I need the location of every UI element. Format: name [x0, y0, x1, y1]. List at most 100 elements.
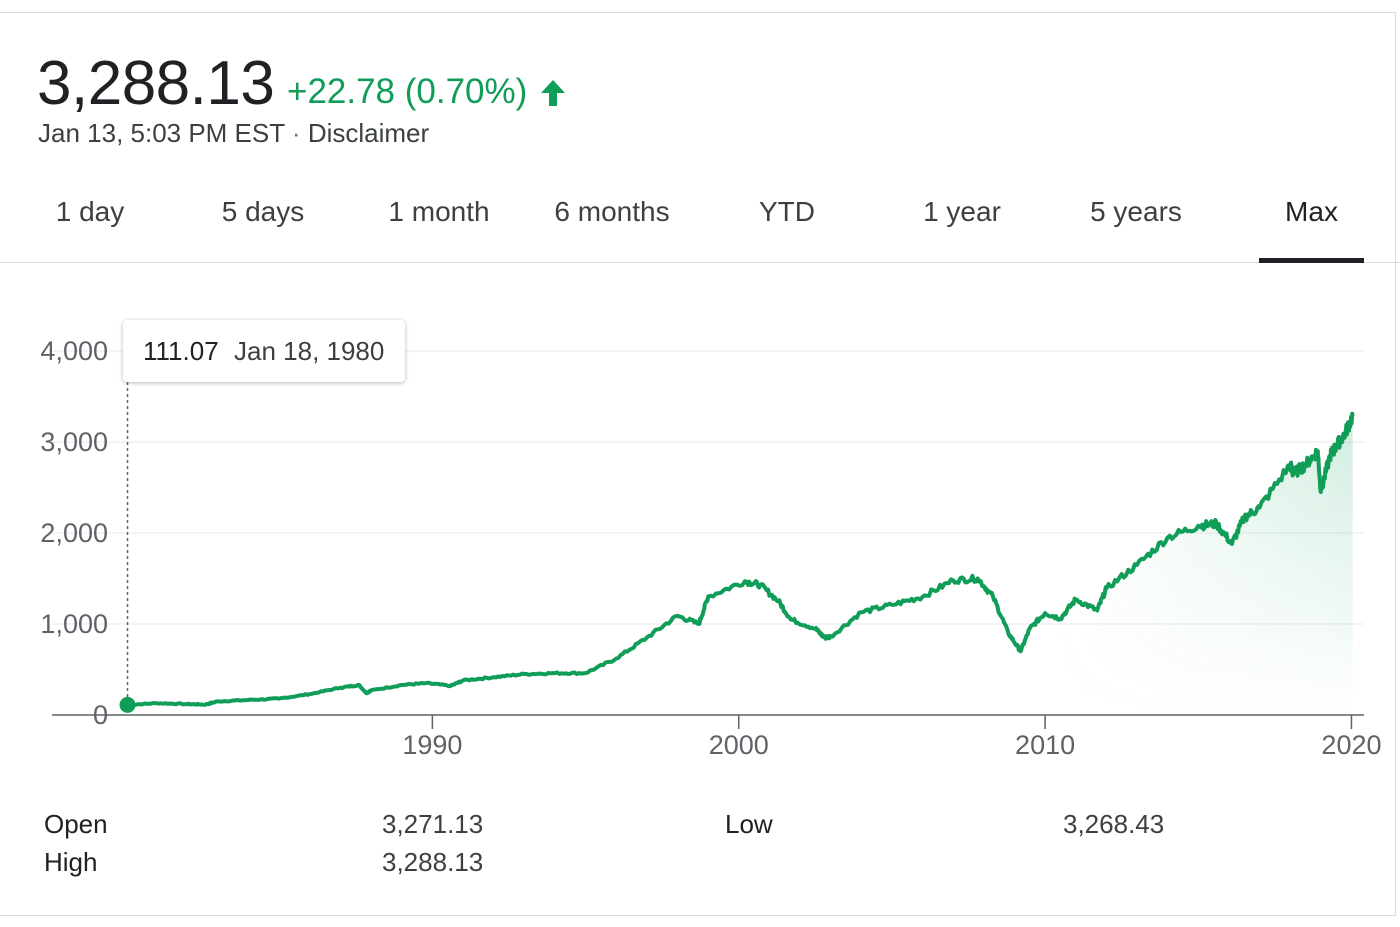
data-point: [400, 683, 404, 687]
stock-card: [0, 12, 1396, 916]
data-point: [1242, 516, 1246, 520]
low-label: Low: [725, 809, 773, 839]
tab-1-year[interactable]: 1 year: [923, 196, 1001, 227]
quote-timestamp: Jan 13, 5:03 PM EST: [38, 118, 285, 148]
data-point: [522, 672, 526, 676]
data-point: [991, 595, 995, 599]
tooltip-value: 111.07: [143, 336, 219, 366]
data-point: [553, 671, 557, 675]
disclaimer-link[interactable]: Disclaimer: [307, 118, 430, 148]
tab-1-month[interactable]: 1 month: [388, 196, 490, 227]
meta-separator: ·: [291, 118, 301, 148]
data-point: [1215, 522, 1219, 526]
y-axis: 0 1,000 2,000 3,000 4,000: [40, 336, 108, 730]
data-point: [584, 671, 588, 675]
data-point: [1319, 490, 1323, 494]
data-point: [758, 583, 762, 587]
data-point: [492, 675, 496, 679]
y-tick-label: 4,000: [40, 336, 108, 366]
data-point: [697, 622, 701, 626]
data-point: [921, 595, 925, 599]
high-label: High: [44, 847, 98, 877]
data-point: [743, 579, 747, 583]
tab-5-years[interactable]: 5 years: [1090, 196, 1182, 227]
data-point: [185, 702, 189, 706]
data-point: [204, 703, 208, 707]
data-point: [1166, 536, 1170, 540]
data-point: [1343, 431, 1347, 435]
data-point: [1328, 454, 1332, 458]
data-point: [449, 684, 453, 688]
data-point: [976, 577, 980, 581]
hover-point: [119, 696, 136, 713]
data-point: [706, 595, 710, 599]
tab-1-day[interactable]: 1 day: [55, 196, 125, 227]
data-point: [675, 614, 679, 618]
data-point: [1006, 631, 1010, 635]
data-point: [1095, 608, 1099, 612]
chart-tooltip: 111.07 Jan 18, 1980: [123, 320, 405, 382]
data-point: [859, 610, 863, 614]
data-point: [1291, 472, 1295, 476]
data-point: [951, 578, 955, 582]
y-tick-label: 3,000: [40, 427, 108, 457]
data-point: [614, 657, 618, 661]
data-point: [461, 678, 465, 682]
tab-ytd[interactable]: YTD: [759, 196, 815, 227]
open-value: 3,271.13: [382, 809, 484, 839]
active-tab-indicator: [1259, 258, 1364, 263]
x-tick-label: 2020: [1321, 730, 1381, 760]
data-point: [155, 701, 159, 705]
data-point: [338, 686, 342, 690]
y-tick-label: 0: [93, 700, 108, 730]
y-tick-label: 2,000: [40, 518, 108, 548]
tab-max[interactable]: Max: [1285, 196, 1338, 227]
data-point: [645, 636, 649, 640]
price-change: +22.78 (0.70%): [287, 72, 528, 111]
tab-6-months[interactable]: 6 months: [554, 196, 670, 227]
tab-5-days[interactable]: 5 days: [221, 196, 305, 227]
data-point: [1019, 649, 1023, 653]
chart-area-fill: [127, 413, 1353, 715]
arrow-up-icon: [541, 80, 565, 106]
data-point: [1196, 524, 1200, 528]
data-point: [890, 603, 894, 607]
data-point: [1258, 506, 1262, 510]
low-value: 3,268.43: [1063, 809, 1165, 839]
data-point: [357, 683, 361, 687]
data-point: [789, 617, 793, 621]
data-point: [277, 697, 281, 701]
x-tick-label: 2000: [709, 730, 769, 760]
quote-meta: Jan 13, 5:03 PM EST · Disclaimer: [38, 116, 429, 150]
price-line: [127, 411, 1355, 707]
data-point: [777, 599, 781, 603]
data-point: [1058, 617, 1062, 621]
data-point: [216, 699, 220, 703]
data-point: [1230, 542, 1234, 546]
range-tabs: 1 day 5 days 1 month 6 months YTD 1 year…: [0, 170, 1400, 263]
data-point: [1351, 414, 1355, 418]
x-axis: 1990 2000 2010 2020: [402, 715, 1382, 760]
x-tick-label: 2010: [1015, 730, 1075, 760]
data-point: [813, 627, 817, 631]
data-point: [1135, 563, 1139, 567]
tooltip-date: Jan 18, 1980: [234, 336, 385, 366]
data-point: [1316, 449, 1320, 453]
data-point: [369, 688, 373, 692]
data-point: [1288, 463, 1292, 467]
data-point: [829, 635, 833, 639]
y-tick-label: 1,000: [40, 609, 108, 639]
current-price: 3,288.13: [37, 49, 275, 118]
open-label: Open: [44, 809, 108, 839]
x-tick-label: 1990: [402, 730, 462, 760]
data-point: [1043, 611, 1047, 615]
data-point: [1334, 445, 1338, 449]
data-point: [1028, 627, 1032, 631]
data-point: [308, 692, 312, 696]
data-point: [1074, 597, 1078, 601]
data-point: [424, 681, 428, 685]
data-point: [1304, 463, 1308, 467]
data-point: [364, 691, 368, 695]
high-value: 3,288.13: [382, 847, 484, 877]
data-point: [1104, 587, 1108, 591]
